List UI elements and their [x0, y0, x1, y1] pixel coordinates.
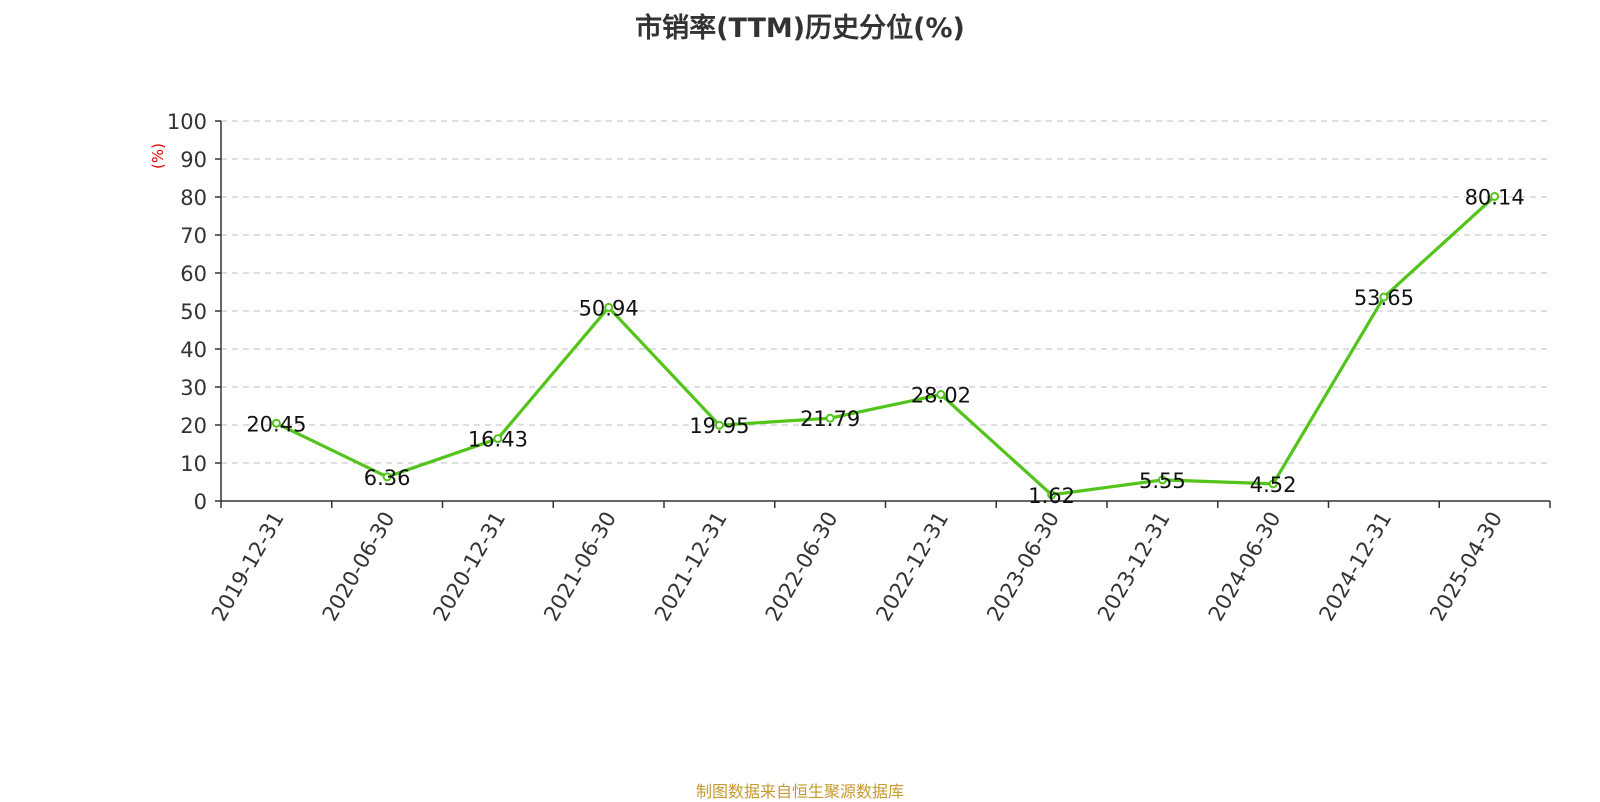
data-point — [1490, 191, 1500, 201]
data-label: 5.55 — [1139, 469, 1186, 493]
series-line — [275, 195, 1496, 497]
x-tick-label: 2022-06-30 — [761, 508, 843, 626]
data-point — [1157, 475, 1167, 485]
x-axis-ticks: 2019-12-31 2020-06-30 2020-12-31 2021-06-30… — [207, 501, 1551, 626]
y-axis-ticks: 0 10 20 30 40 50 60 70 80 90 100 — [167, 110, 221, 514]
x-tick-label: 2021-06-30 — [539, 508, 621, 626]
data-label: 20.45 — [246, 412, 306, 436]
data-label: 4.52 — [1250, 473, 1297, 497]
data-point — [493, 434, 503, 444]
y-tick-label: 40 — [180, 338, 207, 362]
data-point — [1379, 292, 1389, 302]
data-point — [714, 420, 724, 430]
y-tick-label: 30 — [180, 376, 207, 400]
y-tick-label: 50 — [180, 300, 207, 324]
y-tick-label: 10 — [180, 452, 207, 476]
x-tick-label: 2025-04-30 — [1425, 508, 1507, 626]
data-point — [1047, 490, 1057, 500]
data-label: 21.79 — [800, 407, 860, 431]
data-label: 1.62 — [1028, 484, 1075, 508]
data-label: 16.43 — [468, 428, 528, 452]
data-point — [1268, 479, 1278, 489]
y-tick-label: 80 — [180, 186, 207, 210]
y-tick-label: 60 — [180, 262, 207, 286]
data-labels: 20.45 6.36 16.43 50.94 19.95 21.79 28.02 1.62 5.… — [246, 185, 1524, 507]
y-tick-label: 100 — [167, 110, 207, 134]
grid-lines — [221, 120, 1550, 464]
x-tick-label: 2020-12-31 — [428, 508, 510, 626]
x-tick-label: 2024-06-30 — [1204, 508, 1286, 626]
x-tick-label: 2019-12-31 — [207, 508, 289, 626]
x-tick-label: 2021-12-31 — [650, 508, 732, 626]
data-label: 19.95 — [689, 414, 749, 438]
x-tick-label: 2023-06-30 — [982, 508, 1064, 626]
data-points — [271, 191, 1500, 500]
chart-title: 市销率(TTM)历史分位(%) — [635, 13, 965, 44]
data-point — [382, 472, 392, 482]
data-label: 6.36 — [364, 466, 411, 490]
series-line-path — [275, 195, 1496, 497]
x-tick-label: 2024-12-31 — [1314, 508, 1396, 626]
data-point — [604, 302, 614, 312]
y-tick-label: 90 — [180, 148, 207, 172]
source-note: 制图数据来自恒生聚源数据库 — [695, 782, 904, 801]
data-label: 53.65 — [1354, 286, 1414, 310]
y-tick-label: 20 — [180, 414, 207, 438]
data-point — [825, 413, 835, 423]
data-label: 28.02 — [911, 384, 971, 408]
data-point — [271, 418, 281, 428]
data-label: 50.94 — [579, 296, 639, 320]
data-label: 80.14 — [1465, 185, 1525, 209]
x-tick-label: 2023-12-31 — [1093, 508, 1175, 626]
x-tick-label: 2022-12-31 — [871, 508, 953, 626]
y-tick-label: 0 — [194, 490, 207, 514]
y-axis-label: (%) — [149, 143, 167, 169]
x-tick-label: 2020-06-30 — [318, 508, 400, 626]
y-tick-label: 70 — [180, 224, 207, 248]
data-point — [936, 390, 946, 400]
